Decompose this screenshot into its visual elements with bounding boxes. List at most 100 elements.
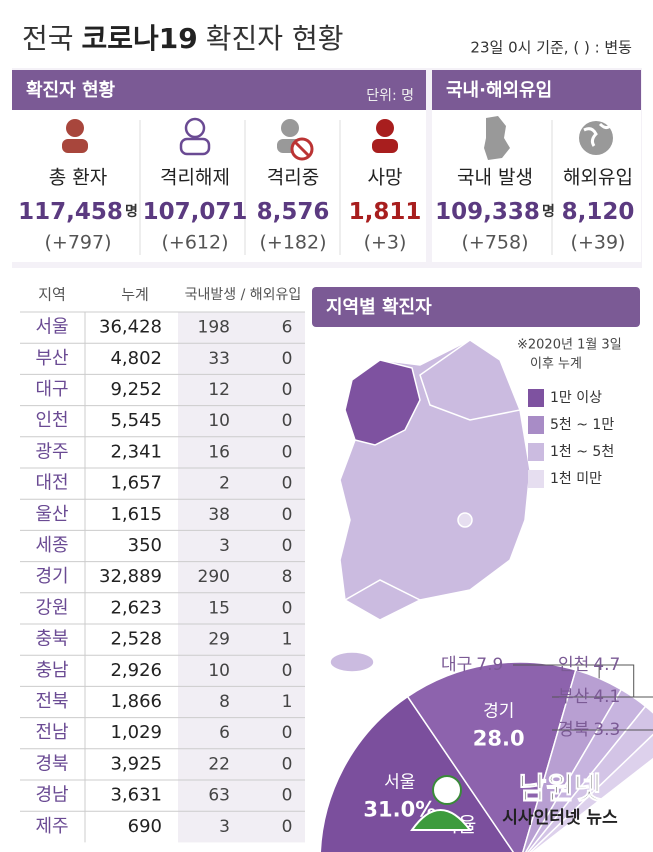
title-part: 전국 — [22, 22, 74, 55]
stat-label: 사망 — [368, 167, 403, 189]
total: 3,631 — [110, 785, 162, 806]
legend-label: 1만 이상 — [550, 390, 602, 406]
pie-category: 서울 — [384, 772, 415, 792]
region: 경북 — [35, 753, 68, 774]
title-part: 확진자 현황 — [206, 22, 344, 55]
domestic: 3 — [219, 817, 230, 837]
stat-value: 8,576 — [257, 199, 330, 225]
watermark-name: 남원넷 — [519, 772, 602, 807]
domestic: 290 — [198, 567, 230, 587]
table-header: 국내발생 / 해외유입 — [185, 287, 302, 303]
stat-value: 1,811 — [349, 199, 422, 225]
domestic: 6 — [219, 723, 230, 743]
overseas: 0 — [282, 817, 293, 837]
total: 690 — [128, 816, 162, 837]
pie-label: 경북 3.3 — [558, 720, 620, 740]
pie-slice — [406, 661, 577, 852]
total: 2,926 — [110, 660, 162, 681]
overseas: 0 — [282, 598, 293, 618]
overseas: 0 — [282, 474, 293, 494]
domestic: 38 — [208, 505, 230, 525]
total: 5,545 — [110, 410, 162, 431]
pie-label: 인천 4.7 — [558, 655, 620, 675]
panel-heading: 국내·해외유입 — [446, 79, 552, 101]
stat-number: 117,458 — [18, 199, 123, 225]
region: 전남 — [35, 722, 68, 743]
overseas: 0 — [282, 380, 293, 400]
domestic: 2 — [219, 474, 230, 494]
watermark-tagline: 시사인터넷 뉴스 — [502, 808, 618, 828]
overseas: 1 — [282, 692, 293, 712]
legend-label: 1천 ~ 5천 — [550, 444, 614, 460]
panel — [12, 110, 426, 262]
domestic: 63 — [208, 786, 230, 806]
region: 충남 — [35, 660, 68, 681]
pie-category: 경기 — [483, 702, 514, 722]
overseas: 0 — [282, 754, 293, 774]
pie-value-label: 4.1 — [593, 687, 620, 707]
domestic: 15 — [208, 598, 230, 618]
total: 36,428 — [99, 317, 162, 338]
date-note: 23일 0시 기준, ( ) : 변동 — [470, 39, 632, 57]
region: 부산 — [35, 348, 68, 369]
panel-header — [12, 70, 426, 110]
stat-unit: 명 — [125, 203, 138, 220]
overseas: 0 — [282, 505, 293, 525]
stat-change: (+797) — [44, 232, 111, 254]
overseas: 0 — [282, 442, 293, 462]
stat-number: 8,120 — [562, 199, 635, 225]
total: 1,029 — [110, 722, 162, 743]
pie-category: 대구 — [441, 655, 472, 675]
column-bg — [178, 312, 305, 843]
total: 4,802 — [110, 348, 162, 369]
total: 2,623 — [110, 597, 162, 618]
legend-label: 5천 ~ 1만 — [550, 417, 614, 433]
map-heading: 지역별 확진자 — [326, 297, 432, 318]
domestic: 22 — [208, 754, 230, 774]
stat-value: 117,458 명 — [18, 199, 138, 225]
pie-value-label: 3.3 — [593, 720, 620, 740]
region: 대전 — [35, 473, 68, 494]
table-header: 누계 — [121, 286, 149, 304]
domestic: 16 — [208, 442, 230, 462]
overseas: 0 — [282, 349, 293, 369]
region: 서울 — [35, 317, 68, 338]
panel-heading: 확진자 현황 — [26, 80, 116, 101]
overseas: 0 — [282, 411, 293, 431]
title: 전국 코로나19 확진자 현황 — [22, 22, 343, 55]
total: 1,866 — [110, 691, 162, 712]
overseas: 0 — [282, 661, 293, 681]
total: 9,252 — [110, 379, 162, 400]
stat-change: (+39) — [571, 232, 626, 254]
legend-swatch — [528, 416, 544, 434]
pie-slice — [527, 705, 653, 852]
pie-category: 인천 — [558, 655, 589, 675]
stat-label: 격리해제 — [160, 167, 230, 189]
icons — [62, 116, 613, 161]
legend-swatch — [528, 389, 544, 407]
total: 1,615 — [110, 504, 162, 525]
pie-slice — [319, 695, 515, 852]
stat-value: 109,338 명 — [435, 199, 555, 225]
region: 제주 — [35, 816, 68, 837]
overseas: 8 — [282, 567, 293, 587]
dividers — [139, 120, 553, 255]
map-note: 이후 누계 — [530, 357, 582, 372]
stat-change: (+182) — [259, 232, 326, 254]
domestic: 8 — [219, 692, 230, 712]
total: 1,657 — [110, 473, 162, 494]
domestic: 10 — [208, 411, 230, 431]
domestic: 33 — [208, 349, 230, 369]
stat-label: 국내 발생 — [457, 167, 533, 189]
leader-line — [552, 729, 653, 731]
region: 울산 — [35, 504, 68, 525]
leader-line — [552, 664, 635, 698]
legend-swatch — [528, 443, 544, 461]
stat-number: 107,071 — [143, 199, 248, 225]
region: 전북 — [35, 691, 68, 712]
legend-label: 1천 미만 — [550, 471, 602, 487]
map-header — [312, 287, 640, 327]
pie-category: 경북 — [558, 720, 589, 740]
total: 2,528 — [110, 629, 162, 650]
